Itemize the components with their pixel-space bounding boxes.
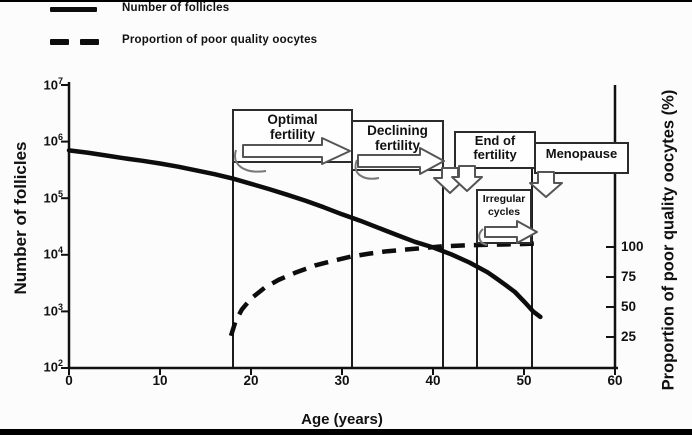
top-border (0, 0, 692, 2)
x-tick-label: 10 (152, 373, 168, 388)
poor-quality-oocytes-curve (228, 241, 543, 337)
y-left-axis-title: Number of follicles (11, 141, 30, 295)
legend-label-follicles: Number of follicles (122, 2, 230, 14)
declining-arrow-tail-curl (354, 159, 380, 180)
stage-label-optimal-fertility: Optimal fertility (267, 112, 318, 142)
y-left-tick-label: 107 (43, 76, 63, 93)
legend-label-oocytes: Proportion of poor quality oocytes (122, 34, 318, 46)
y-left-tick-label: 105 (43, 189, 63, 206)
stage-label-menopause: Menopause (545, 146, 618, 161)
optimal-right-arrow-icon (242, 137, 351, 165)
stage-label-irregular-cycles: Irregular cycles (482, 193, 526, 218)
irregular-right-arrow-icon (484, 220, 538, 244)
x-tick-label: 0 (65, 373, 73, 388)
stage-label-end-of-fertility: End of fertility (473, 133, 517, 163)
y-left-tick-label: 104 (43, 245, 63, 262)
legend-solid-line-swatch (50, 7, 97, 12)
x-tick-label: 30 (334, 373, 350, 388)
y-left-tick-label: 106 (43, 132, 63, 149)
y-right-tick-label: 75 (621, 269, 637, 284)
stage-arrows (234, 137, 563, 246)
menopause-box (534, 142, 629, 174)
y-right-axis-title: Proportion of poor quality oocytes (%) (659, 89, 678, 391)
menopause-down-arrow-icon (529, 171, 563, 198)
x-tick-label: 20 (243, 373, 259, 388)
stage-label-declining-fertility: Declining fertility (367, 123, 428, 153)
x-tick-label: 40 (425, 373, 441, 388)
declining-right-arrow-icon (357, 147, 445, 175)
x-tick-label: 50 (516, 373, 532, 388)
y-left-tick-label: 103 (43, 302, 63, 319)
follicle-count-curve (66, 148, 543, 320)
y-right-tick-label: 25 (621, 329, 637, 344)
x-axis-title: Age (years) (301, 411, 383, 428)
end-of-fertility-down-arrow-icon (451, 165, 483, 192)
legend-dashed-line-swatch (50, 39, 100, 45)
irregular-arrow-tail-curl (478, 228, 488, 246)
y-right-tick-label: 100 (621, 239, 644, 254)
x-tick-label: 60 (607, 373, 623, 388)
y-left-tick-label: 102 (43, 358, 63, 375)
axis-ticks (61, 84, 616, 375)
bottom-border (0, 429, 692, 435)
y-right-tick-label: 50 (621, 299, 637, 314)
optimal-arrow-tail-curl (234, 149, 267, 173)
